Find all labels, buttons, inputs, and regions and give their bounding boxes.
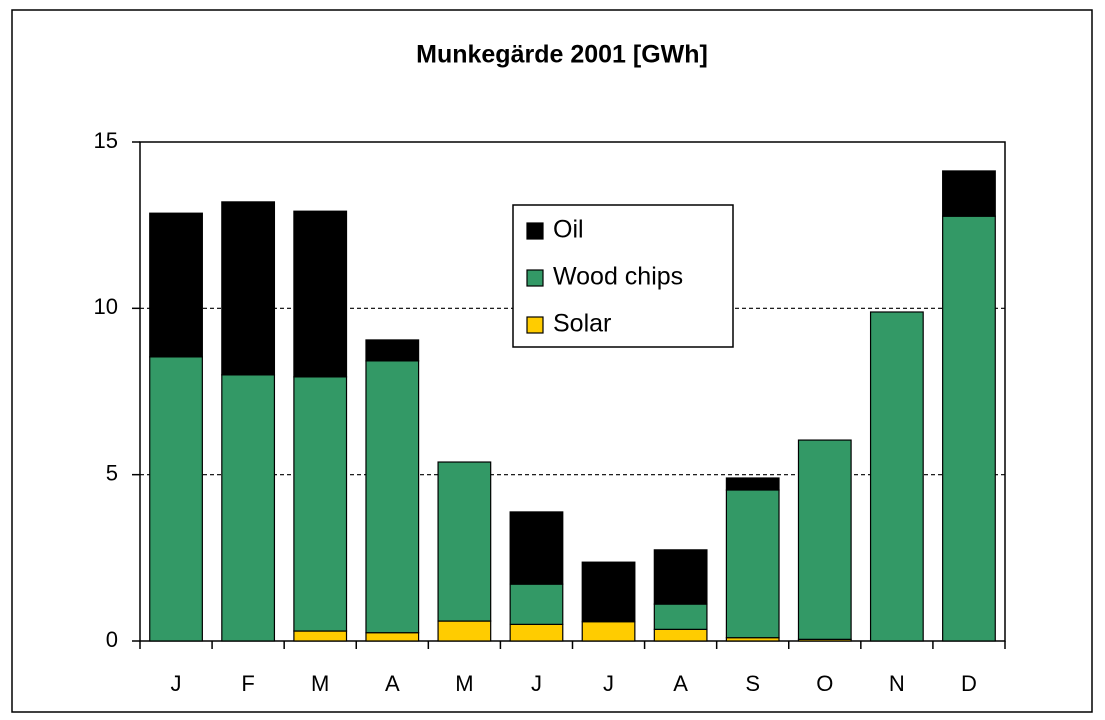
bar-segment xyxy=(653,628,708,642)
bar-segment xyxy=(509,511,564,585)
bar-segment xyxy=(509,623,564,642)
x-tick-label: J xyxy=(171,671,182,696)
bar-segment xyxy=(437,461,492,622)
legend: Oil Wood chips Solar xyxy=(512,204,734,348)
y-tick-label: 15 xyxy=(94,128,118,153)
bar-segment xyxy=(869,311,924,642)
chart-title: Munkegärde 2001 [GWh] xyxy=(416,41,708,69)
x-tick-label: M xyxy=(455,671,473,696)
bar-segment xyxy=(581,561,636,623)
x-tick-label: J xyxy=(531,671,542,696)
bar-segment xyxy=(149,356,203,642)
legend-swatch xyxy=(526,222,544,240)
y-tick-label: 10 xyxy=(94,294,118,319)
bar-segment xyxy=(293,630,348,642)
bar-segment xyxy=(221,201,276,376)
y-tick-label: 5 xyxy=(106,460,118,485)
x-tick-label: F xyxy=(241,671,254,696)
bar-segment xyxy=(942,215,996,642)
bar-segment xyxy=(725,489,780,639)
bar-segment xyxy=(653,549,708,605)
legend-label: Wood chips xyxy=(553,263,683,291)
bar-segment xyxy=(725,477,780,491)
x-tick-label: S xyxy=(745,671,760,696)
x-tick-label: M xyxy=(311,671,329,696)
x-tick-label: D xyxy=(961,671,977,696)
legend-label: Solar xyxy=(553,310,611,338)
bar-segment xyxy=(509,583,564,625)
x-tick-label: N xyxy=(889,671,905,696)
legend-swatch xyxy=(526,269,544,287)
bar-segment xyxy=(221,374,276,642)
legend-label: Oil xyxy=(553,216,584,244)
x-tick-label: O xyxy=(816,671,833,696)
bar-segment xyxy=(365,360,420,634)
bar-segment xyxy=(653,603,708,630)
bar-segment xyxy=(293,376,348,632)
bar-segment xyxy=(293,210,348,378)
bar-segment xyxy=(581,621,636,642)
legend-box xyxy=(512,204,734,348)
legend-swatch xyxy=(526,316,544,334)
x-tick-label: J xyxy=(603,671,614,696)
bar-segment xyxy=(797,439,852,640)
x-tick-label: A xyxy=(385,671,400,696)
bar-segment xyxy=(437,620,492,642)
bar-segment xyxy=(365,632,420,642)
bar-segment xyxy=(365,339,420,362)
bar-segment xyxy=(942,170,996,217)
x-tick-label: A xyxy=(673,671,688,696)
bar-segment xyxy=(149,212,203,358)
y-tick-label: 0 xyxy=(106,627,118,652)
